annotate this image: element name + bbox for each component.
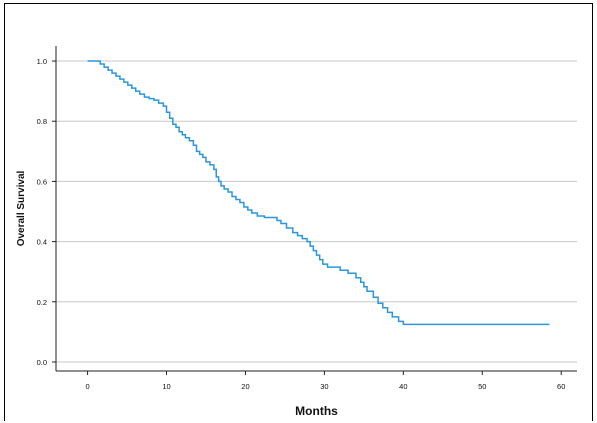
chart-frame <box>4 3 593 421</box>
y-tick-label: 0.8 <box>37 117 47 126</box>
x-tick-label: 30 <box>320 382 328 391</box>
x-tick-label: 10 <box>162 382 170 391</box>
x-tick-group: 0 10 20 30 40 50 60 <box>85 371 565 391</box>
y-tick-group: 0.0 0.2 0.4 0.6 0.8 1.0 <box>37 57 56 367</box>
survival-curve <box>87 60 550 326</box>
x-tick-label: 40 <box>399 382 407 391</box>
grid-lines <box>56 60 577 363</box>
y-axis-title: Overall Survival <box>16 170 27 246</box>
x-tick-label: 60 <box>557 382 565 391</box>
y-tick-label: 0.2 <box>37 298 47 307</box>
x-tick-label: 0 <box>85 382 89 391</box>
x-axis-title: Months <box>295 404 338 418</box>
y-tick-label: 0.0 <box>37 358 47 367</box>
x-tick-label: 20 <box>241 382 249 391</box>
y-tick-label: 0.6 <box>37 177 47 186</box>
y-tick-label: 1.0 <box>37 57 47 66</box>
x-tick-label: 50 <box>478 382 486 391</box>
y-tick-label: 0.4 <box>37 238 47 247</box>
